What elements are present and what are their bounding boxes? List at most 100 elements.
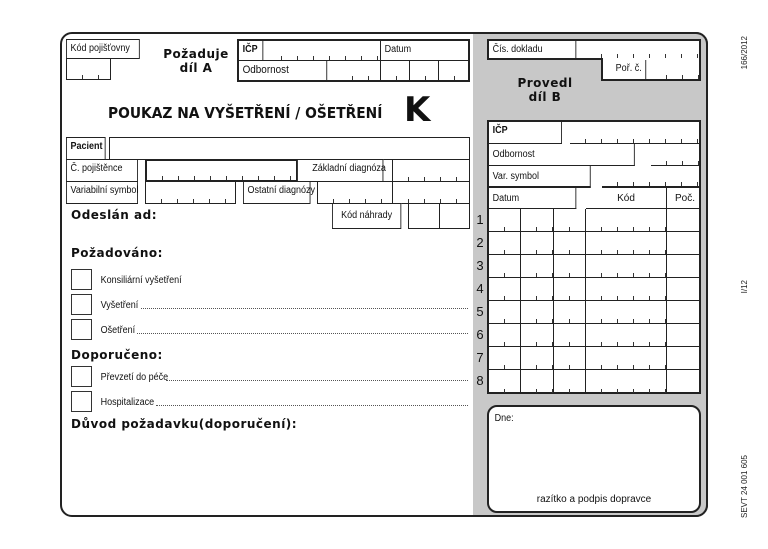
icp-label: IČP [239,41,264,60]
prevzeti-label: Převzetí do péče [100,372,169,383]
por-c-field[interactable] [651,60,699,79]
osetreni-checkbox[interactable] [71,319,92,340]
form-title: POUKAZ NA VYŠETŘENÍ / OŠETŘENÍ [108,104,383,122]
row-cell[interactable] [521,324,554,347]
odbornost-b-field[interactable] [651,144,699,166]
variabilni-symbol-field[interactable] [145,181,236,204]
row-cell[interactable] [667,301,699,324]
doporuceno-heading: Doporučeno: [71,348,163,362]
row-cell[interactable] [489,324,521,347]
row-cell[interactable] [554,370,586,393]
konsiliarni-label: Konsiliární vyšetření [100,275,182,286]
row-cell[interactable] [554,209,586,232]
cis-dokladu-field[interactable] [586,41,699,58]
row-cell[interactable] [667,370,699,393]
pacient-field[interactable] [109,137,470,160]
row-cell[interactable] [667,278,699,301]
icp-b-field[interactable] [570,122,699,144]
row-cell[interactable] [521,232,554,255]
cis-dokladu-label: Čís. dokladu [489,41,577,58]
row-number: 5 [476,304,484,319]
pozaduje-text: Požaduje [163,47,229,61]
datum-month-field[interactable] [410,61,439,80]
osetreni-line[interactable] [137,333,468,334]
code-bottom: SEVT 24 001 605 [740,455,749,519]
c-pojistence-field[interactable] [145,159,298,182]
zakladni-diagnoza-field[interactable] [392,159,470,182]
row-cell[interactable] [554,324,586,347]
row-cell[interactable] [586,278,667,301]
icp-field[interactable] [266,41,381,60]
ostatni-diagnozy-field-1[interactable] [317,181,393,204]
ostatni-diagnozy-field-2[interactable] [392,181,470,204]
row-cell[interactable] [521,370,554,393]
provedl-dil-b: Provedl díl B [505,76,585,104]
row-cell[interactable] [521,209,554,232]
row-cell[interactable] [667,347,699,370]
row-cell[interactable] [554,301,586,324]
kod-nahrady-field-2[interactable] [439,203,470,229]
row-cell[interactable] [667,232,699,255]
icp-b-label: IČP [489,122,562,144]
form-letter: K [404,90,431,130]
row-cell[interactable] [667,255,699,278]
row-cell[interactable] [489,255,521,278]
row-cell[interactable] [586,255,667,278]
kod-nahrady-field-1[interactable] [408,203,440,229]
konsiliarni-checkbox[interactable] [71,269,92,290]
row-number: 6 [476,327,484,342]
row-cell[interactable] [489,232,521,255]
datum-year-field[interactable] [439,61,468,80]
osetreni-label: Ošetření [100,325,136,336]
datum-label: Datum [384,44,412,55]
vysetreni-checkbox[interactable] [71,294,92,315]
zakladni-diagnoza-label: Základní diagnóza [297,159,386,182]
row-cell[interactable] [586,301,667,324]
row-cell[interactable] [586,209,667,232]
row-cell[interactable] [489,301,521,324]
vysetreni-line[interactable] [141,308,468,309]
row-number: 2 [476,235,484,250]
row-cell[interactable] [586,370,667,393]
row-cell[interactable] [521,255,554,278]
var-symbol-label: Var. symbol [489,166,591,188]
row-cell[interactable] [586,347,667,370]
datum-day-field[interactable] [381,61,410,80]
odbornost-label: Odbornost [239,61,328,80]
row-cell[interactable] [554,232,586,255]
kod-pojistovny-field[interactable] [66,58,111,80]
row-cell[interactable] [586,232,667,255]
dil-a-text: díl A [179,61,213,75]
prevzeti-checkbox[interactable] [71,366,92,387]
row-cell[interactable] [489,370,521,393]
stamp-box[interactable] [487,405,701,513]
row-cell[interactable] [489,347,521,370]
row-cell[interactable] [667,209,699,232]
row-cell[interactable] [521,347,554,370]
pacient-label: Pacient [66,137,106,160]
row-number: 3 [476,258,484,273]
hospitalizace-checkbox[interactable] [71,391,92,412]
kod-pojistovny-label: Kód pojišťovny [66,39,140,59]
col-datum: Datum [489,188,577,209]
vysetreni-label: Vyšetření [100,300,139,311]
var-symbol-field[interactable] [602,166,699,188]
odbornost-field[interactable] [337,61,381,80]
c-pojistence-label: Č. pojištěnce [66,159,138,182]
code-top: 166/2012 [740,36,749,70]
razitko-label: razítko a podpis dopravce [536,494,652,505]
hospitalizace-line[interactable] [156,405,468,406]
code-mid: I/12 [740,280,749,294]
row-cell[interactable] [554,278,586,301]
row-cell[interactable] [521,278,554,301]
dil-b-text: díl B [528,90,562,104]
row-cell[interactable] [554,347,586,370]
prevzeti-line[interactable] [166,380,468,381]
row-cell[interactable] [667,324,699,347]
row-cell[interactable] [586,324,667,347]
row-cell[interactable] [489,209,521,232]
duvod-heading: Důvod požadavku(doporučení): [71,417,298,431]
row-cell[interactable] [489,278,521,301]
row-cell[interactable] [554,255,586,278]
row-cell[interactable] [521,301,554,324]
